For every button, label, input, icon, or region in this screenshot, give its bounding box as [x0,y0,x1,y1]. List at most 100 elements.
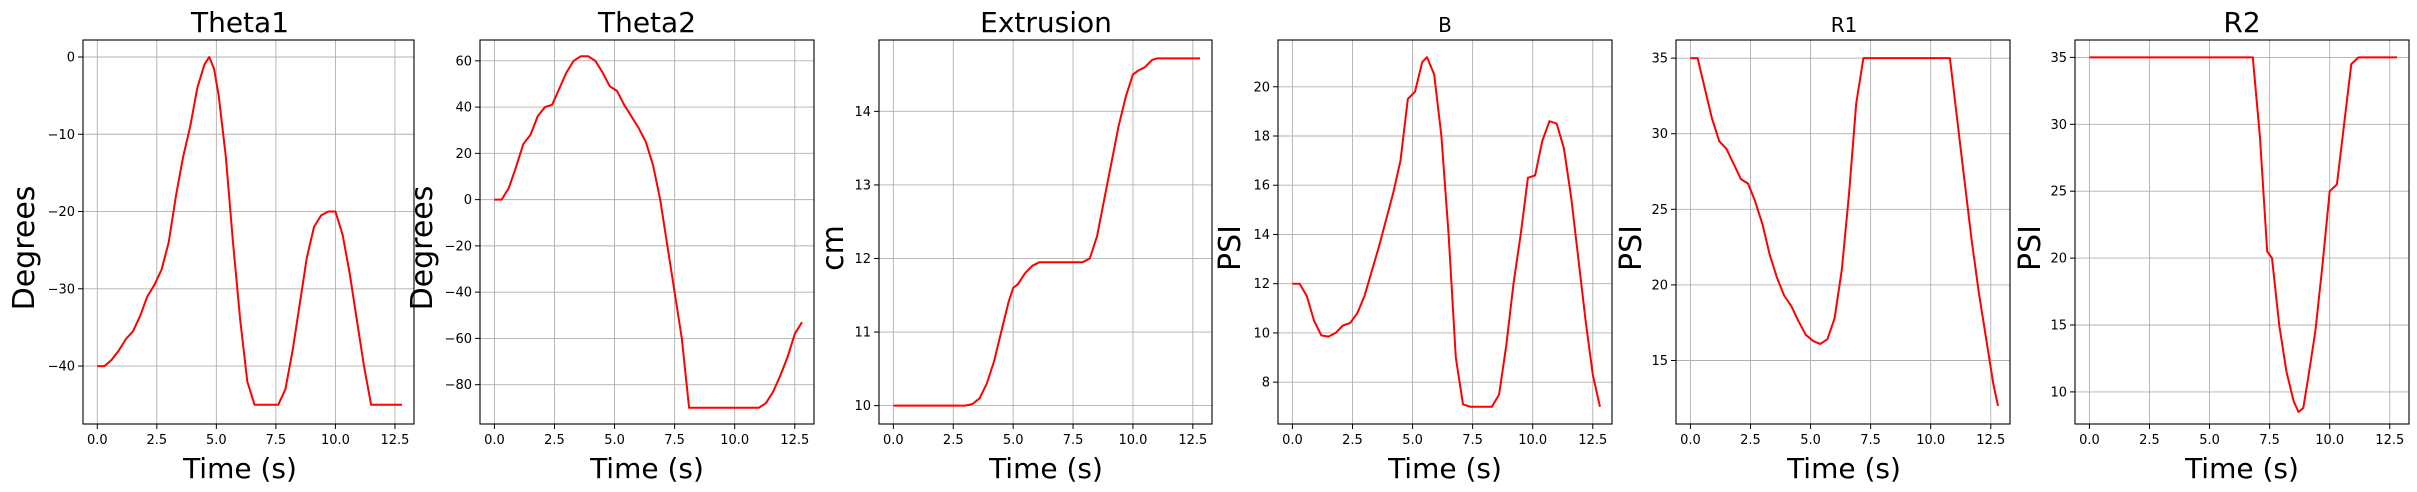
y-tick-label: −10 [48,128,75,143]
y-tick-label: 30 [2050,118,2067,133]
x-tick-label: 0.0 [484,433,505,448]
x-tick-label: 10.0 [1518,433,1547,448]
plot-area: 0.0 2.5 5.0 7.5 10.0 12.5 15 20 25 30 35 [1651,39,2011,448]
x-tick-label: 2.5 [544,433,565,448]
series-line [893,57,1200,407]
x-tick-label: 7.5 [664,433,685,448]
subplot-theta1: Theta1 Time (s) Degrees 0.0 2.5 5.0 7.5 10.0… [7,6,415,485]
y-tick-label: 35 [2050,51,2067,66]
y-tick-label: 20 [2050,252,2067,267]
x-tick-label: 5.0 [1800,433,1821,448]
x-tick-label: 12.5 [380,433,409,448]
chart-title: Theta1 [190,6,289,39]
x-tick-label: 0.0 [1282,433,1303,448]
chart-title: Extrusion [980,6,1112,39]
y-tick-label: 10 [1253,326,1270,341]
plot-area: 0.0 2.5 5.0 7.5 10.0 12.5 −40 −30 −20 −10 0 [48,39,415,448]
plot-area: 0.0 2.5 5.0 7.5 10.0 12.5 −80 −60 −40 −20 0 20 40 60 [445,39,815,448]
x-tick-label: 0.0 [883,433,904,448]
x-tick-label: 0.0 [2079,433,2100,448]
y-tick-label: 20 [1253,80,1270,95]
subplot-r1: R1 Time (s) PSI 0.0 2.5 5.0 7.5 10.0 12.5 15 20… [1614,13,2011,485]
x-tick-label: 10.0 [720,433,749,448]
y-axis-label: PSI [2013,225,2048,271]
y-tick-label: 18 [1253,130,1270,145]
axes-frame [2074,39,2410,425]
x-tick-label: 7.5 [266,433,287,448]
y-tick-label: 60 [455,54,472,69]
x-tick-label: 7.5 [1063,433,1084,448]
axes-frame [479,39,815,425]
x-tick-label: 0.0 [87,433,108,448]
x-tick-label: 2.5 [2139,433,2160,448]
y-axis-label: cm [816,225,851,271]
x-tick-label: 5.0 [1402,433,1423,448]
y-tick-label: 30 [1651,127,1668,142]
y-axis-label: PSI [1213,225,1248,271]
x-tick-label: 0.0 [1680,433,1701,448]
x-tick-label: 2.5 [1342,433,1363,448]
y-tick-label: −20 [445,239,472,254]
x-axis-label: Time (s) [2184,452,2299,485]
subplot-extrusion: Extrusion Time (s) cm 0.0 2.5 5.0 7.5 10.0 12… [816,6,1213,485]
y-tick-label: 14 [854,105,871,120]
x-tick-label: 10.0 [1916,433,1945,448]
y-tick-label: −30 [48,282,75,297]
subplot-theta2: Theta2 Time (s) Degrees 0.0 2.5 5.0 7.5 10.0… [405,6,815,485]
y-tick-label: 20 [455,147,472,162]
y-tick-label: 10 [854,399,871,414]
y-tick-label: 13 [854,178,871,193]
y-tick-label: 15 [1651,354,1668,369]
x-tick-label: 10.0 [321,433,350,448]
x-tick-label: 7.5 [1860,433,1881,448]
y-tick-label: 40 [455,101,472,116]
x-axis-label: Time (s) [589,452,704,485]
y-tick-label: 0 [464,193,472,208]
subplot-b: B Time (s) PSI 0.0 2.5 5.0 7.5 10.0 12.5 8 10 12… [1213,13,1613,485]
y-tick-label: −20 [48,205,75,220]
plot-area: 0.0 2.5 5.0 7.5 10.0 12.5 8 10 12 14 16 18 20 [1253,39,1613,448]
y-tick-label: −80 [445,378,472,393]
subplot-r2: R2 Time (s) PSI 0.0 2.5 5.0 7.5 10.0 12.5 10 15… [2013,6,2410,485]
series-line [2089,56,2397,413]
y-tick-label: 12 [1253,277,1270,292]
y-tick-label: −40 [445,286,472,301]
y-tick-label: 14 [1253,228,1270,243]
series-line [1292,56,1601,408]
series-line [1690,57,1999,407]
x-axis-label: Time (s) [988,452,1103,485]
x-tick-label: 12.5 [1578,433,1607,448]
x-tick-label: 7.5 [2259,433,2280,448]
y-axis-label: PSI [1614,225,1649,271]
y-tick-label: 11 [854,326,871,341]
x-axis-label: Time (s) [1786,452,1901,485]
axes-frame [1277,39,1613,425]
x-tick-label: 5.0 [206,433,227,448]
y-tick-label: 8 [1262,376,1270,391]
series-line [97,56,403,406]
y-tick-label: 10 [2050,385,2067,400]
y-tick-label: 15 [2050,318,2067,333]
y-tick-label: −40 [48,360,75,375]
y-tick-label: 35 [1651,52,1668,67]
axes-frame [1675,39,2011,425]
chart-title: R1 [1831,13,1858,37]
y-tick-label: 16 [1253,179,1270,194]
x-tick-label: 5.0 [604,433,625,448]
chart-title: Theta2 [597,6,696,39]
y-tick-label: 12 [854,252,871,267]
x-tick-label: 12.5 [1178,433,1207,448]
x-tick-label: 2.5 [146,433,167,448]
chart-title: R2 [2223,6,2260,39]
x-tick-label: 10.0 [1118,433,1147,448]
x-tick-label: 10.0 [2315,433,2344,448]
x-axis-label: Time (s) [1387,452,1502,485]
x-tick-label: 12.5 [780,433,809,448]
x-axis-label: Time (s) [182,452,297,485]
y-tick-label: 25 [2050,185,2067,200]
x-tick-label: 5.0 [1003,433,1024,448]
axes-frame [878,39,1213,425]
x-tick-label: 5.0 [2199,433,2220,448]
y-axis-label: Degrees [7,186,42,311]
